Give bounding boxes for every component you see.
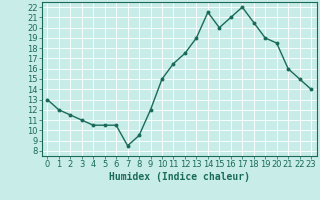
X-axis label: Humidex (Indice chaleur): Humidex (Indice chaleur)	[109, 172, 250, 182]
